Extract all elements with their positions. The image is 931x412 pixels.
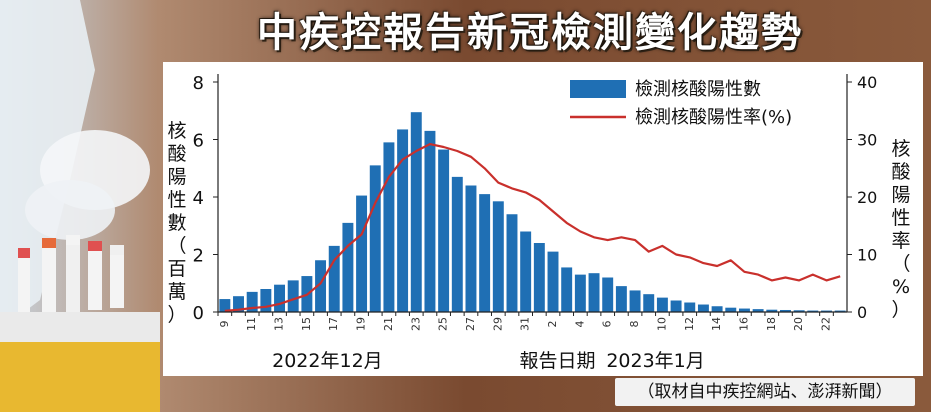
x-tick-label: 9 [218, 321, 231, 328]
bar-10 [233, 296, 244, 312]
bar-7 [615, 286, 627, 312]
bar-28 [479, 194, 491, 312]
bar-20 [793, 310, 805, 312]
x-tick-label: 31 [519, 317, 532, 331]
bar-25 [438, 149, 450, 312]
bar-19 [779, 309, 791, 312]
x-tick-label: 16 [737, 317, 750, 331]
source-caption: （取材自中疾控網站、澎湃新聞） [615, 378, 915, 406]
month-label: 2023年1月 [606, 350, 704, 372]
y-left-label: 核酸陽性數（百萬） [167, 120, 187, 326]
x-tick-label: 29 [491, 317, 504, 331]
x-tick-label: 20 [792, 317, 805, 331]
bar-24 [424, 130, 436, 312]
bar-4 [574, 274, 586, 312]
bar-17 [752, 309, 764, 312]
x-tick-label: 21 [382, 317, 395, 331]
page-title: 中疾控報告新冠檢測變化趨勢 [257, 10, 803, 56]
bar-21 [807, 310, 819, 312]
bar-12 [260, 289, 272, 312]
bar-27 [465, 185, 477, 312]
y-right-tick-label: 10 [857, 246, 877, 265]
x-tick-label: 6 [601, 321, 614, 328]
bar-14 [711, 306, 723, 312]
x-tick-label: 10 [655, 317, 668, 331]
bar-10 [656, 297, 668, 312]
bar-30 [506, 214, 518, 312]
x-tick-label: 25 [437, 317, 450, 331]
bar-13 [697, 304, 709, 312]
bar-16 [315, 260, 327, 312]
x-tick-label: 15 [300, 317, 313, 331]
y-right-tick-label: 0 [857, 303, 867, 322]
bar-22 [397, 129, 409, 312]
bar-3 [561, 267, 573, 312]
bar-11 [246, 291, 258, 312]
x-tick-label: 2 [546, 321, 559, 328]
x-tick-label: 13 [273, 317, 286, 331]
chart: 0 2 4 6 8 0 10 20 30 40 9 11 13 15 17 19 21 23 25 27 29 31 2 4 6… [193, 73, 878, 372]
bar-11 [670, 300, 682, 312]
bar-9 [643, 294, 655, 312]
bar-15 [725, 307, 737, 312]
y-right-label: 核酸陽性率（%） [891, 138, 911, 321]
bar-9 [219, 299, 231, 312]
test-tubes-icon [18, 235, 124, 315]
bar-2 [547, 251, 559, 312]
x-tick-label: 12 [683, 317, 696, 331]
y-left-tick-label: 6 [193, 131, 204, 152]
bar-12 [684, 302, 696, 312]
bar-31 [520, 231, 532, 312]
x-tick-label: 11 [245, 317, 258, 331]
bar-14 [287, 280, 299, 312]
bar-8 [629, 290, 641, 312]
bar-5 [588, 273, 600, 312]
legend-bar-label: 檢測核酸陽性數 [635, 79, 761, 100]
bar-18 [766, 309, 778, 312]
legend-bar-swatch [570, 80, 626, 98]
bar-17 [328, 245, 340, 312]
bar-26 [451, 176, 463, 312]
y-right-tick-label: 20 [857, 188, 877, 207]
x-axis-label: 報告日期 [519, 350, 595, 372]
bar-22 [821, 310, 832, 312]
bar-21 [383, 142, 395, 312]
month-label: 2022年12月 [272, 350, 383, 372]
x-tick-label: 19 [355, 317, 368, 331]
bar-6 [602, 277, 614, 312]
bar-13 [274, 284, 286, 312]
chart-panel [163, 62, 923, 376]
x-tick-label: 27 [464, 317, 477, 331]
y-left-tick-label: 8 [193, 73, 204, 94]
y-right-tick-label: 30 [857, 131, 877, 150]
x-tick-label: 14 [710, 317, 723, 331]
bar-18 [342, 222, 354, 312]
bar-19 [356, 195, 368, 312]
bar-23 [410, 112, 422, 312]
bar-20 [369, 165, 381, 312]
y-right-tick-label: 40 [857, 73, 877, 92]
rate-line [224, 142, 841, 312]
bar-29 [492, 201, 504, 312]
bar-23 [834, 310, 846, 312]
x-tick-label: 23 [409, 317, 422, 331]
y-left-tick-label: 0 [193, 303, 204, 324]
bar-1 [533, 243, 545, 312]
y-left-tick-label: 4 [193, 188, 204, 209]
bar-16 [738, 308, 750, 312]
y-left-tick-label: 2 [193, 246, 204, 267]
legend-line-label: 檢測核酸陽性率(%) [635, 107, 792, 128]
x-tick-label: 8 [628, 321, 641, 328]
x-tick-label: 4 [573, 321, 586, 328]
x-tick-label: 17 [327, 317, 340, 331]
x-tick-label: 18 [765, 317, 778, 331]
x-tick-label: 22 [819, 317, 832, 331]
